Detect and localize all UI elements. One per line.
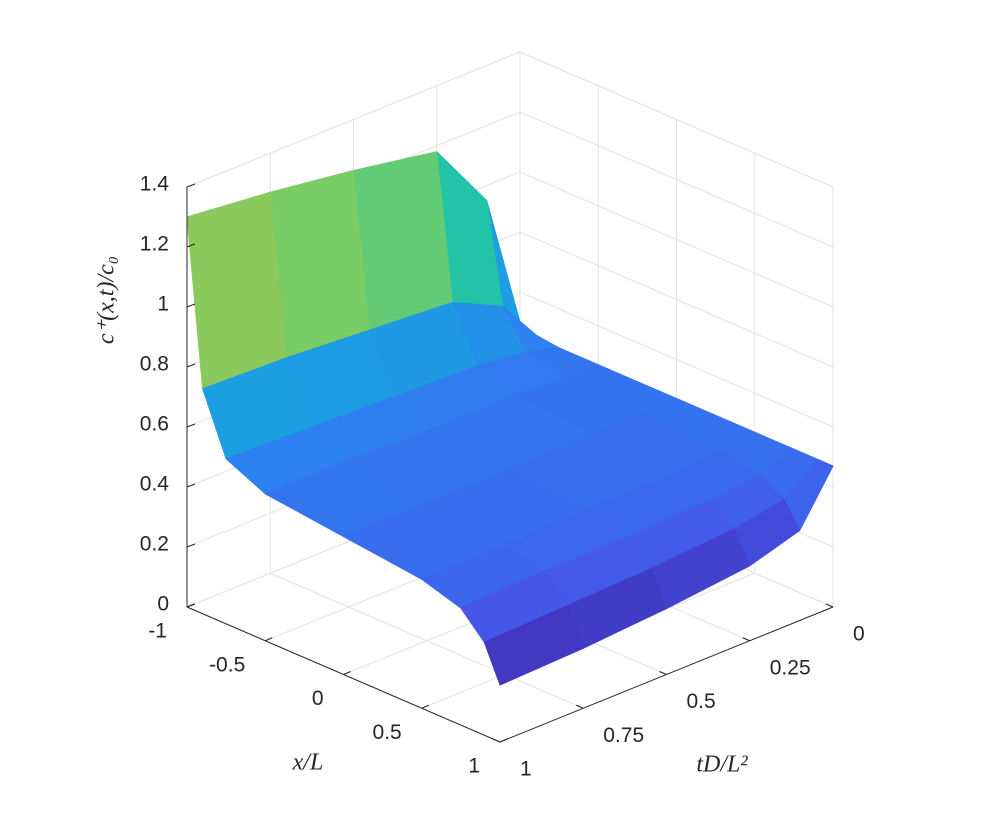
x-tick (343, 671, 351, 675)
z-tick (186, 303, 196, 308)
z-tick (186, 483, 196, 488)
x-axis-title: x/L (292, 750, 324, 776)
z-tick-label: 0.2 (140, 533, 169, 556)
z-tick-label: 0 (157, 593, 169, 616)
x-tick-label: 1 (468, 755, 480, 778)
y-tick-label: 0.25 (770, 656, 811, 679)
axis-lines (186, 187, 834, 743)
y-axis-title: tD/L² (696, 752, 748, 778)
z-tick (186, 363, 196, 368)
y-tick (742, 637, 750, 642)
surface-patch (483, 605, 584, 686)
x-tick-label: 0.5 (373, 721, 402, 744)
surface-patch (353, 151, 453, 331)
y-tick-label: 0.5 (687, 690, 716, 713)
surface-patch (269, 170, 370, 359)
y-tick-label: 0.75 (603, 724, 644, 747)
z-tick (186, 423, 196, 428)
y-tick (576, 704, 584, 709)
x-tick (421, 704, 429, 709)
z-tick (186, 183, 196, 188)
x-tick (265, 637, 273, 642)
x-tick-label: -0.5 (209, 653, 245, 676)
z-tick-label: 0.8 (140, 353, 169, 376)
z-tick-label: 1.2 (140, 233, 169, 256)
z-tick (186, 543, 196, 548)
z-tick-label: 0.6 (140, 413, 169, 436)
z-axis-title: c⁺(x,t)/c₀ (94, 256, 120, 344)
y-tick (825, 603, 834, 608)
z-tick-label: 1.4 (140, 173, 170, 196)
x-tick-label: 0 (312, 687, 324, 710)
y-tick (659, 671, 667, 675)
z-tick-label: 1 (157, 293, 169, 316)
y-tick-label: 1 (520, 758, 532, 781)
x-tick (186, 603, 195, 608)
surface-patch (186, 191, 287, 390)
y-tick-label: 0 (853, 623, 865, 646)
z-tick (186, 243, 196, 248)
z-tick-label: 0.4 (140, 473, 170, 496)
x-tick-label: -1 (148, 620, 167, 643)
